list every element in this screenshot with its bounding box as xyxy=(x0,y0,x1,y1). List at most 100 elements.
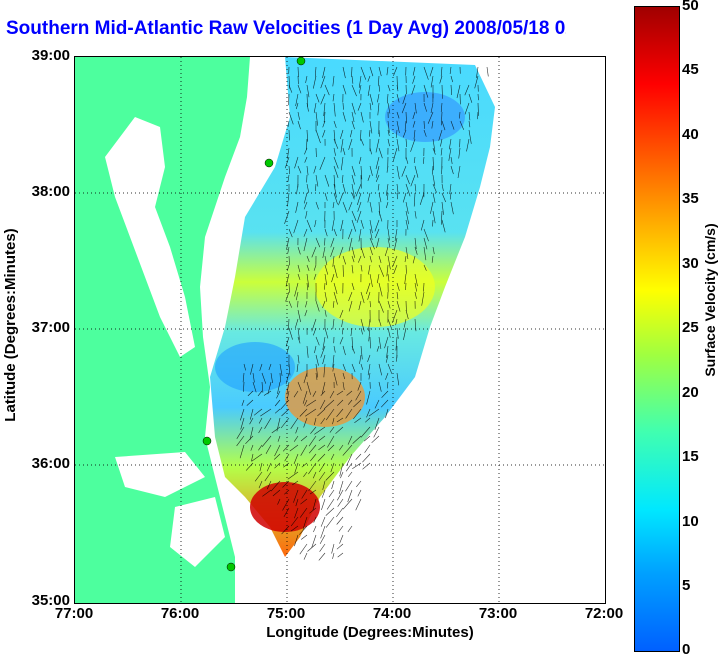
velocity-arrow xyxy=(332,300,335,308)
velocity-arrow xyxy=(423,120,425,129)
station-delaware xyxy=(264,158,274,168)
velocity-arrow xyxy=(342,147,346,156)
velocity-arrow xyxy=(270,372,273,384)
velocity-arrow xyxy=(268,363,272,371)
velocity-arrow xyxy=(369,165,373,176)
velocity-arrow xyxy=(414,273,418,287)
velocity-arrow xyxy=(306,282,309,291)
velocity-arrow xyxy=(375,174,380,183)
velocity-arrow xyxy=(348,138,353,150)
velocity-arrow xyxy=(348,291,353,302)
velocity-arrow xyxy=(292,480,299,486)
velocity-arrow xyxy=(324,255,328,266)
velocity-arrow xyxy=(318,552,326,561)
velocity-arrow xyxy=(402,192,407,203)
velocity-arrow xyxy=(368,318,371,332)
velocity-arrow xyxy=(441,219,446,233)
velocity-arrow xyxy=(405,282,407,291)
velocity-arrow xyxy=(351,75,354,84)
velocity-arrow xyxy=(378,264,385,277)
colorbar-tick: 20 xyxy=(682,384,699,401)
velocity-arrow xyxy=(378,147,383,159)
velocity-arrow xyxy=(432,246,435,255)
velocity-arrow xyxy=(321,489,326,498)
velocity-arrow xyxy=(378,75,380,86)
velocity-arrow xyxy=(387,300,391,309)
velocity-arrow xyxy=(331,480,335,490)
velocity-arrow xyxy=(353,408,362,420)
velocity-arrow xyxy=(249,426,254,441)
velocity-arrow xyxy=(326,498,335,510)
velocity-arrow xyxy=(440,102,443,113)
velocity-arrow xyxy=(264,471,272,482)
velocity-arrow xyxy=(378,300,384,313)
velocity-arrow xyxy=(410,138,416,152)
velocity-arrow xyxy=(387,381,389,389)
velocity-arrow xyxy=(260,408,272,417)
velocity-arrow xyxy=(362,453,371,463)
velocity-arrow xyxy=(332,255,335,267)
velocity-arrow xyxy=(378,84,380,92)
velocity-arrow xyxy=(290,417,299,429)
velocity-arrow xyxy=(376,237,380,249)
velocity-arrow xyxy=(387,84,391,92)
station-north xyxy=(296,57,306,66)
velocity-arrow xyxy=(432,165,434,175)
colorbar-tick: 50 xyxy=(682,0,699,14)
velocity-arrow xyxy=(315,336,320,346)
velocity-arrow xyxy=(333,156,339,169)
velocity-arrow xyxy=(283,507,290,518)
velocity-arrow xyxy=(412,75,416,84)
velocity-arrow xyxy=(351,246,356,258)
velocity-arrow xyxy=(385,354,389,363)
velocity-arrow xyxy=(385,408,389,419)
velocity-arrow xyxy=(369,147,372,155)
velocity-arrow xyxy=(405,219,409,230)
velocity-arrow xyxy=(294,462,299,474)
velocity-arrow xyxy=(259,363,263,371)
velocity-arrow xyxy=(450,120,455,130)
velocity-arrow xyxy=(336,516,344,525)
velocity-arrow xyxy=(333,228,337,237)
velocity-arrow xyxy=(378,255,382,264)
velocity-arrow xyxy=(290,525,299,532)
velocity-arrow xyxy=(357,102,362,111)
velocity-arrow xyxy=(333,192,338,205)
colorbar-tick: 10 xyxy=(682,513,699,530)
velocity-arrow xyxy=(308,480,317,492)
velocity-arrow xyxy=(297,264,301,273)
velocity-arrow xyxy=(315,111,318,126)
velocity-arrow xyxy=(336,390,344,396)
velocity-arrow xyxy=(337,489,344,501)
velocity-arrow xyxy=(358,75,362,88)
velocity-arrow xyxy=(320,390,326,396)
velocity-arrow xyxy=(354,417,362,423)
velocity-arrow xyxy=(247,390,254,397)
velocity-arrow xyxy=(432,183,437,193)
velocity-arrow xyxy=(387,192,389,201)
velocity-arrow xyxy=(351,210,357,222)
colorbar-tick: 40 xyxy=(682,126,699,143)
velocity-arrow xyxy=(468,120,471,128)
velocity-arrow xyxy=(254,471,263,482)
velocity-arrow xyxy=(364,444,371,453)
velocity-arrow xyxy=(333,372,338,386)
velocity-arrow xyxy=(332,93,335,102)
velocity-arrow xyxy=(297,246,301,255)
velocity-arrow xyxy=(313,165,317,174)
velocity-arrow xyxy=(315,183,317,192)
velocity-arrow xyxy=(331,273,335,283)
velocity-arrow xyxy=(396,291,399,300)
velocity-arrow xyxy=(324,237,326,246)
velocity-arrow xyxy=(332,201,335,209)
velocity-arrow xyxy=(257,390,263,397)
velocity-arrow xyxy=(315,363,318,378)
velocity-arrow xyxy=(342,102,344,110)
velocity-arrow xyxy=(321,498,326,511)
velocity-arrow xyxy=(250,444,254,451)
velocity-arrow xyxy=(245,435,254,445)
velocity-arrow xyxy=(306,381,311,395)
velocity-arrow xyxy=(387,129,390,136)
velocity-arrow xyxy=(355,498,362,511)
velocity-arrow xyxy=(351,219,357,232)
